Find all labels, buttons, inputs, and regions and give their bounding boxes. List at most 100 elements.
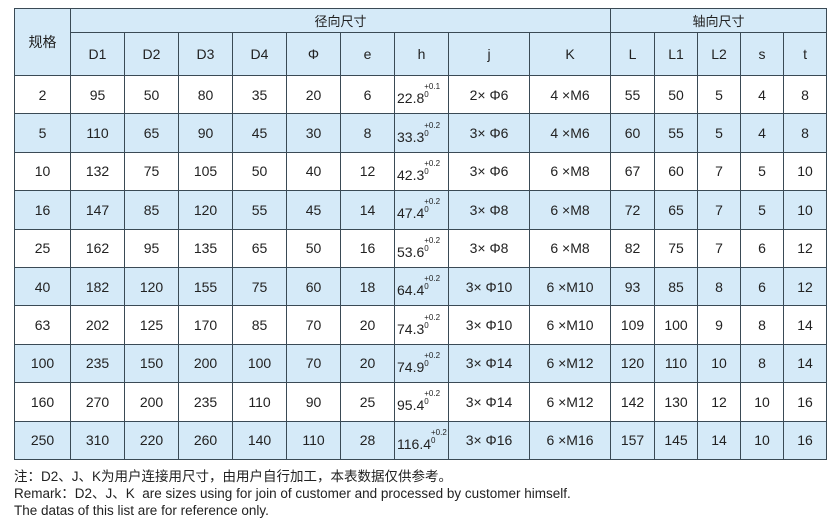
cell-l: 60 [610,113,655,153]
cell-d1: 202 [70,305,125,345]
cell-l2: 7 [697,190,741,230]
cell-d1: 235 [70,343,125,384]
cell-l2: 9 [697,305,741,345]
h-tolerance: +0.2 0 [424,351,440,368]
cell-k: 6 ×M10 [529,305,611,345]
cell-e: 28 [340,420,395,460]
cell-k: 6 ×M10 [529,266,611,307]
cell-h: 42.3 +0.2 0 [394,151,449,192]
cell-d3: 105 [178,151,233,192]
cell-d4: 50 [232,151,287,192]
column-header: L2 [697,32,741,76]
cell-l2: 5 [697,113,741,153]
cell-l1: 145 [654,420,698,460]
cell-d2: 65 [124,113,179,153]
cell-spec: 63 [14,305,71,345]
h-value: 95.4 [397,397,425,414]
cell-j: 2× Φ6 [448,74,530,115]
cell-e: 16 [340,228,395,268]
h-tolerance: +0.2 0 [424,390,440,406]
cell-e: 6 [340,74,395,115]
header-spec: 规格 [14,8,71,76]
tolerance-upper: +0.2 [424,120,441,130]
cell-h: 116.4 +0.2 0 [394,420,449,460]
column-header: s [740,32,784,76]
column-header: D3 [178,32,233,76]
cell-k: 4 ×M6 [529,74,611,115]
cell-t: 10 [782,151,828,192]
cell-phi: 50 [286,228,341,268]
cell-j: 3× Φ10 [448,266,530,307]
cell-h: 47.4 +0.2 0 [394,190,449,230]
column-header: h [394,32,449,76]
column-header: Φ [286,32,341,76]
cell-d4: 110 [232,382,287,422]
cell-h: 64.4 +0.2 0 [394,266,449,307]
table-row: 63 202 125 170 85 70 20 74.3 +0.2 0 3× Φ10 6 ×M10 10… [14,305,828,345]
cell-spec: 5 [14,113,71,153]
cell-phi: 20 [286,74,341,115]
cell-l2: 10 [697,343,741,384]
h-tolerance: +0.2 0 [431,428,447,445]
cell-l1: 50 [654,74,698,115]
cell-d1: 310 [70,420,125,460]
tolerance-lower: 0 [424,166,429,176]
cell-l2: 14 [697,420,741,460]
cell-d1: 110 [70,113,125,153]
cell-l1: 110 [654,343,698,384]
cell-j: 3× Φ14 [448,343,530,384]
cell-d2: 85 [124,190,179,230]
cell-d1: 147 [70,190,125,230]
cell-d3: 260 [178,420,233,460]
cell-s: 4 [740,74,784,115]
tolerance-lower: 0 [424,243,429,253]
cell-d3: 80 [178,74,233,115]
table-row: 25 162 95 135 65 50 16 53.6 +0.2 0 3× Φ8 6 ×M8 82 75 7… [14,228,828,268]
cell-t: 12 [782,228,828,268]
h-tolerance: +0.2 0 [424,275,440,291]
tolerance-upper: +0.1 [424,82,441,92]
cell-t: 14 [782,305,828,345]
tolerance-upper: +0.2 [424,389,441,399]
table-row: 250 310 220 260 140 110 28 116.4 +0.2 0 3× Φ16 6 ×M… [14,420,828,460]
tolerance-upper: +0.2 [424,274,441,284]
cell-s: 6 [740,228,784,268]
tolerance-upper: +0.2 [424,158,441,168]
tolerance-lower: 0 [424,320,429,330]
cell-d3: 200 [178,343,233,384]
cell-spec: 25 [14,228,71,268]
table-row: 5 110 65 90 45 30 8 33.3 +0.2 0 3× Φ6 4 ×M6 60 55 5 4 8 [14,113,828,153]
table-row: 2 95 50 80 35 20 6 22.8 +0.1 0 2× Φ6 4 ×M6 55 50 5 4 8 [14,74,828,115]
header-radial-group: 径向尺寸 [70,8,611,33]
cell-l2: 5 [697,74,741,115]
cell-spec: 40 [14,266,71,307]
cell-d2: 125 [124,305,179,345]
cell-phi: 90 [286,382,341,422]
cell-h: 74.9 +0.2 0 [394,343,449,384]
cell-l1: 85 [654,266,698,307]
cell-l: 109 [610,305,655,345]
h-value: 116.4 [397,435,431,452]
column-header: L1 [654,32,698,76]
table-row: 40 182 120 155 75 60 18 64.4 +0.2 0 3× Φ10 6 ×M10 93… [14,266,828,307]
cell-s: 4 [740,113,784,153]
cell-d1: 95 [70,74,125,115]
column-header: j [448,32,530,76]
cell-t: 12 [782,266,828,307]
cell-l: 72 [610,190,655,230]
h-tolerance: +0.2 0 [424,120,441,138]
cell-l1: 60 [654,151,698,192]
cell-phi: 70 [286,343,341,384]
cell-spec: 100 [14,343,71,384]
cell-d3: 155 [178,266,233,307]
cell-phi: 30 [286,113,341,153]
cell-d3: 90 [178,113,233,153]
cell-k: 4 ×M6 [529,113,611,153]
cell-spec: 250 [14,420,71,460]
cell-e: 12 [340,151,395,192]
cell-t: 8 [782,113,828,153]
cell-s: 8 [740,305,784,345]
h-tolerance: +0.2 0 [424,313,440,330]
h-tolerance: +0.2 0 [424,198,440,214]
